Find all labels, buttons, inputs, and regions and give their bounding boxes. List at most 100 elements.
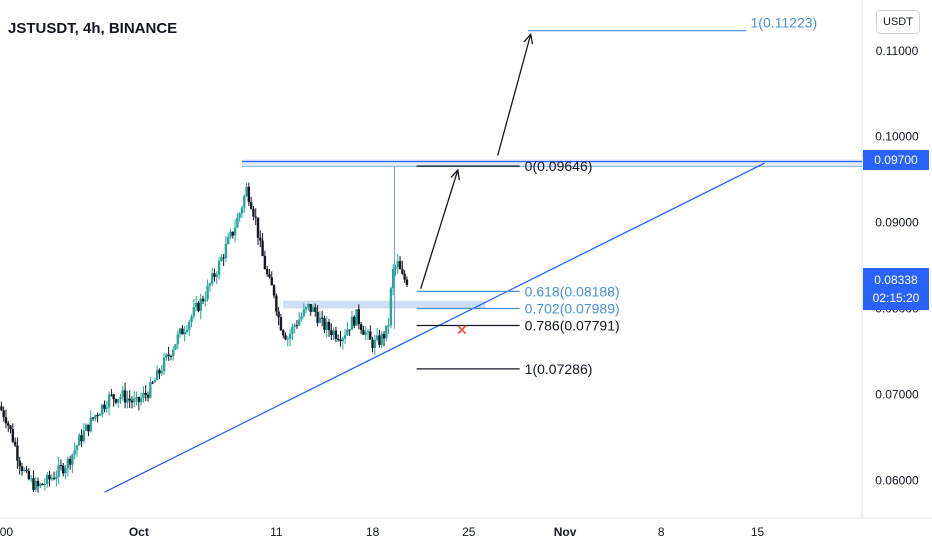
candle-body [206,285,209,300]
candle-body [183,331,186,335]
candle-body [236,217,239,228]
candle-body [288,333,292,339]
candle-body [348,329,351,331]
arrow-to-resistance-head [450,168,460,181]
candle-body [98,414,102,416]
candle-body [224,243,228,259]
candle-body [394,267,397,269]
candle-body [181,328,184,335]
x-tick-label: 25 [462,525,476,539]
candle-body [146,394,150,398]
candle-body [208,283,212,286]
candle-body [391,268,395,289]
candle-body [158,369,161,374]
candle-body [343,335,347,339]
resistance-price-tag: 0.09700 [863,150,929,170]
currency-button[interactable]: USDT [876,10,920,34]
candle-body [369,331,372,340]
candle-body [350,316,354,330]
candle-body [114,399,118,403]
candle-body [4,417,8,424]
candle-body [0,406,3,411]
x-tick-label: 8 [658,525,665,539]
candle-body [105,407,108,409]
symbol-title: JSTUSDT, 4h, BINANCE [8,20,178,37]
candle-body [268,274,271,278]
x-tick-label: 18 [366,525,380,539]
invalidation-mark: × [456,320,469,338]
candle-body [275,295,278,312]
candle-body [293,325,296,327]
target-label: 1(0.11223) [751,15,818,31]
candle-body [87,424,90,432]
candle-body [52,478,56,480]
candle-body [84,424,88,431]
candle-body [213,273,216,277]
countdown-timer: 02:15:20 [872,291,920,305]
candle-body [32,478,35,490]
candle-body [68,458,72,465]
candle-body [243,196,246,208]
y-tick-label: 0.10000 [875,130,919,144]
candle-body [149,382,152,398]
candle-body [259,237,262,241]
candle-body [89,417,92,432]
candle-body [66,458,70,469]
candle-body [357,309,361,325]
candle-body [16,445,19,461]
candle-body [380,333,383,345]
y-tick-label: 0.11000 [876,44,919,58]
candle-body [78,435,81,446]
candle-body [286,338,289,340]
candle-body [128,398,131,401]
candle-body [304,307,308,310]
candle-body [231,231,234,236]
candle-body [94,415,97,419]
candle-body [282,330,285,336]
candle-body [238,213,241,218]
candle-body [144,393,147,395]
candle-body [270,277,273,286]
candle-body [229,231,232,238]
candle-body [75,445,79,450]
candle-body [359,324,363,330]
candle-body [373,339,377,348]
candle-body [254,216,257,218]
ascending-trendline [104,162,765,493]
candle-body [385,325,388,339]
candle-body [210,273,214,284]
candle-body [139,398,143,403]
candle-body [112,394,115,400]
candle-body [261,240,264,256]
candle-body [320,317,324,319]
current-price-value: 0.08338 [874,273,918,287]
candle-body [318,317,322,323]
candle-body [346,329,349,336]
candle-body [405,279,409,285]
candle-body [341,338,344,342]
candle-body [39,483,42,487]
candle-body [188,321,191,330]
candle-body [247,186,251,203]
candle-body [23,469,26,471]
candle-body [217,261,221,275]
candle-body [91,417,95,419]
candle-body [197,302,200,312]
candle-body [142,393,145,399]
candle-body [110,394,113,396]
candle-body [27,470,31,480]
candle-body [192,307,196,317]
candle-body [366,331,370,333]
candle-body [307,304,310,308]
candle-body [178,328,182,335]
candle-body [165,354,168,358]
candle-body [50,478,53,480]
y-tick-label: 0.07000 [875,387,919,401]
candle-body [279,317,283,331]
candle-body [323,318,326,330]
candle-body [36,480,40,487]
candle-body [34,480,37,490]
candle-body [220,257,223,262]
candle-body [227,237,230,244]
